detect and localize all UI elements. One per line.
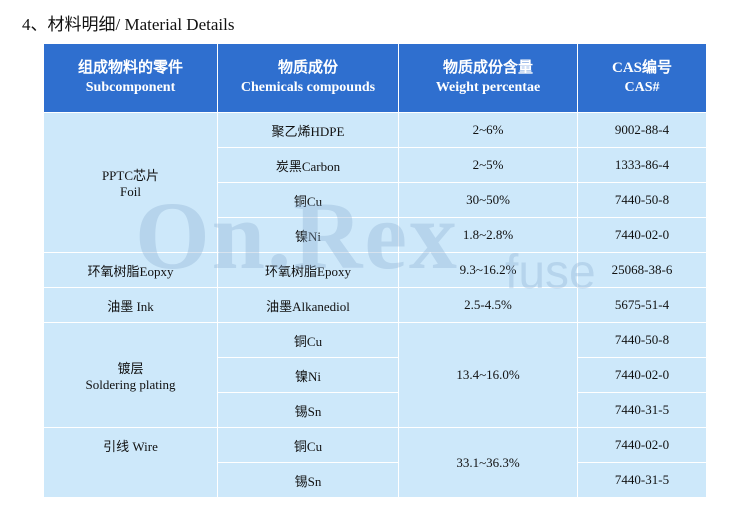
- cas-cell: 7440-02-0: [577, 217, 707, 253]
- header-row: 组成物料的零件 Subcomponent 物质成份 Chemicals compoun…: [43, 43, 707, 113]
- header-cell: 物质成份 Chemicals compounds: [217, 43, 399, 113]
- subcomponent-text: 引线 Wire: [103, 439, 158, 454]
- header-text: Subcomponent: [85, 80, 176, 95]
- weight-cell: 2~6%: [398, 112, 578, 148]
- cas-cell: 25068-38-6: [577, 252, 707, 288]
- section-title: 4、材料明细/ Material Details: [22, 15, 235, 34]
- weight-cell: 2~5%: [398, 147, 578, 183]
- header-text: Weight percentae: [435, 80, 541, 95]
- table-row: 锡Sn 7440-31-5: [44, 462, 707, 498]
- chemical-cell: 镍Ni: [217, 217, 399, 253]
- materials-table: 组成物料的零件 Subcomponent 物质成份 Chemicals compoun…: [43, 43, 707, 498]
- cas-cell: 9002-88-4: [577, 112, 707, 148]
- header-cell: CAS编号 CAS#: [577, 43, 707, 113]
- chemical-cell: 锡Sn: [217, 462, 399, 498]
- subcomponent-text: Soldering plating: [85, 376, 176, 392]
- cas-cell: 7440-02-0: [577, 427, 707, 463]
- table-row: PPTC芯片 Foil 聚乙烯HDPE 2~6% 9002-88-4: [43, 112, 707, 253]
- weight-cell: 1.8~2.8%: [398, 217, 578, 253]
- chemical-cell: 铜Cu: [217, 427, 399, 463]
- weight-cell: 33.1~36.3%: [398, 427, 578, 498]
- table-row: 环氧树脂Eopxy 环氧树脂Epoxy 9.3~16.2% 25068-38-6: [43, 252, 707, 288]
- header-text: 物质成份: [277, 60, 338, 76]
- table-row: 镀层 Soldering plating 铜Cu 13.4~16.0% 7440-50-…: [43, 322, 707, 428]
- subcomponent-cell: 环氧树脂Eopxy: [43, 252, 218, 288]
- weight-cell: 30~50%: [398, 182, 578, 218]
- subcomponent-text: PPTC芯片: [101, 168, 160, 183]
- table-row: 铜Cu 30~50% 7440-50-8: [44, 182, 707, 218]
- cas-cell: 7440-02-0: [577, 357, 707, 393]
- table-row: 锡Sn 7440-31-5: [44, 392, 707, 428]
- header-text: 物质成份含量: [442, 60, 533, 76]
- chemical-cell: 镍Ni: [217, 357, 399, 393]
- chemical-cell: 铜Cu: [217, 322, 399, 358]
- chemical-cell: 聚乙烯HDPE: [217, 112, 399, 148]
- header-text: Chemicals compounds: [240, 80, 376, 95]
- subcomponent-text: 环氧树脂Eopxy: [87, 263, 174, 279]
- subcomponent-text: Foil: [120, 184, 141, 199]
- header-text: CAS#: [624, 80, 660, 95]
- chemical-cell: 炭黑Carbon: [217, 147, 399, 183]
- subcomponent-cell: 引线 Wire: [43, 427, 218, 498]
- chemical-cell: 铜Cu: [217, 182, 399, 218]
- subcomponent-cell: 镀层 Soldering plating: [43, 322, 218, 428]
- subcomponent-text: 镀层: [117, 360, 144, 376]
- weight-cell: 9.3~16.2%: [398, 252, 578, 288]
- header-cell: 组成物料的零件 Subcomponent: [43, 43, 218, 113]
- cas-cell: 7440-50-8: [577, 182, 707, 218]
- weight-cell: 13.4~16.0%: [398, 322, 578, 428]
- header-text: 组成物料的零件: [77, 60, 183, 76]
- table-row: 镍Ni 1.8~2.8% 7440-02-0: [44, 217, 707, 253]
- table-row: 镍Ni 7440-02-0: [44, 357, 707, 393]
- cas-cell: 7440-31-5: [577, 462, 707, 498]
- cas-cell: 1333-86-4: [577, 147, 707, 183]
- chemical-cell: 锡Sn: [217, 392, 399, 428]
- header-text: CAS编号: [611, 60, 672, 76]
- chemical-cell: 环氧树脂Epoxy: [217, 252, 399, 288]
- cas-cell: 5675-51-4: [577, 287, 707, 323]
- table-row: 炭黑Carbon 2~5% 1333-86-4: [44, 147, 707, 183]
- cas-cell: 7440-50-8: [577, 322, 707, 358]
- chemical-cell: 油墨Alkanediol: [217, 287, 399, 323]
- table-row: 油墨 Ink 油墨Alkanediol 2.5-4.5% 5675-51-4: [43, 287, 707, 323]
- subcomponent-cell: PPTC芯片 Foil: [43, 112, 218, 253]
- header-cell: 物质成份含量 Weight percentae: [398, 43, 578, 113]
- weight-cell: 2.5-4.5%: [398, 287, 578, 323]
- cas-cell: 7440-31-5: [577, 392, 707, 428]
- table-row: 引线 Wire 铜Cu 33.1~36.3% 7440-02-0: [43, 427, 707, 498]
- subcomponent-text: 油墨 Ink: [107, 298, 154, 314]
- subcomponent-cell: 油墨 Ink: [43, 287, 218, 323]
